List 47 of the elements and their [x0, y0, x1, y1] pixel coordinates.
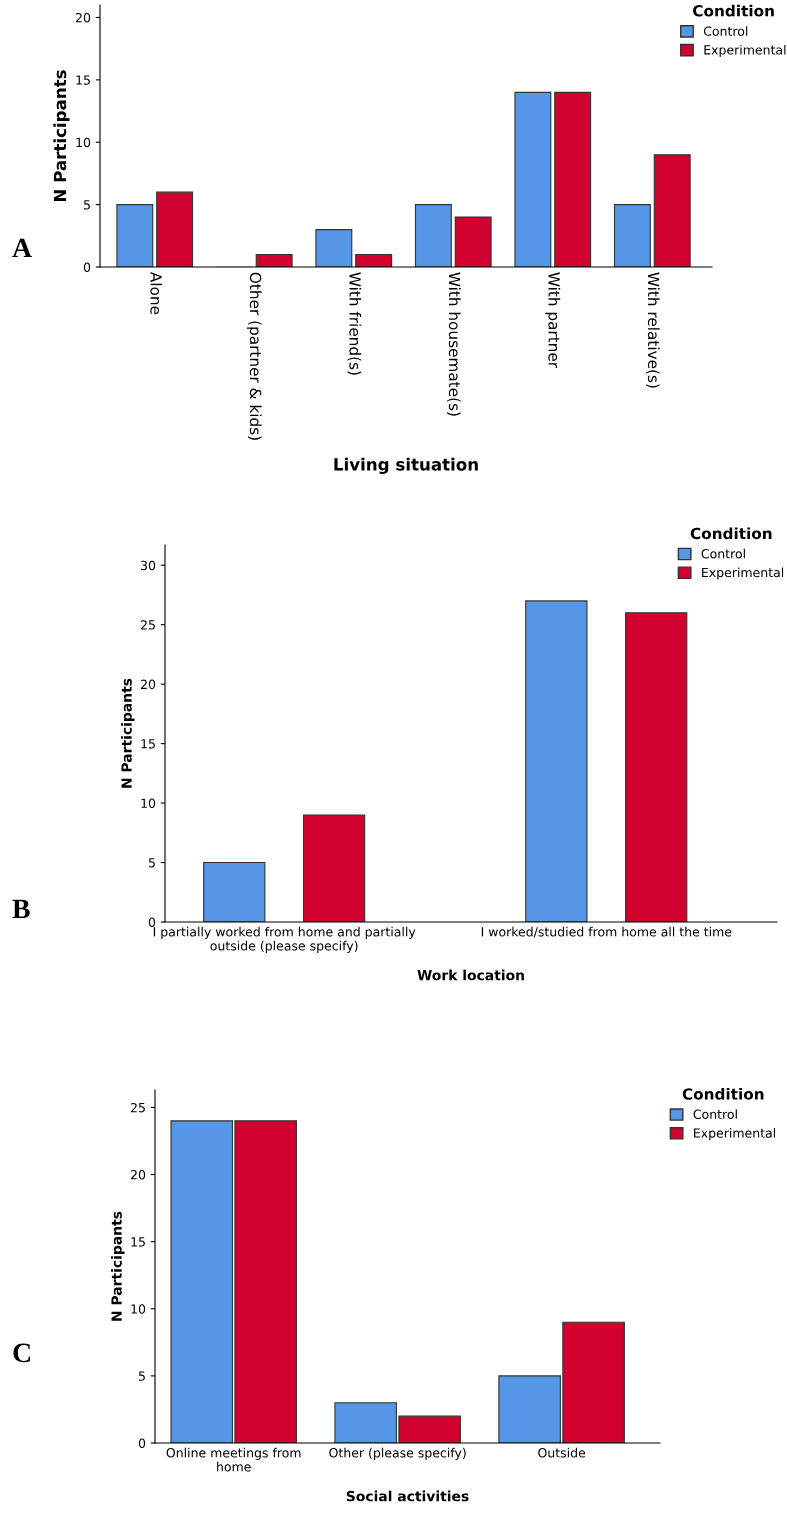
x-tick-label: Outside: [538, 1447, 586, 1458]
x-tick-label: Alone: [150, 271, 163, 315]
y-tick-label: 0: [83, 262, 91, 272]
y-tick-label: 10: [76, 137, 91, 148]
x-tick-label: With relative(s): [646, 272, 660, 388]
x-tick-label: Other (partner & kids): [246, 272, 262, 440]
y-tick-label: 10: [131, 1304, 146, 1314]
text: C: [13, 1343, 30, 1363]
legend-label: Experimental: [694, 1128, 776, 1141]
legend-title: Condition: [682, 1087, 764, 1100]
x-tick-label: With partner: [545, 272, 561, 369]
y-tick-label: 0: [148, 917, 156, 927]
x-tick-label: I partially worked from home and partially outside (please specify): [153, 926, 416, 953]
y-tick-label: 5: [148, 858, 155, 868]
y-tick-label: 25: [130, 1102, 145, 1113]
legend-label: Experimental: [702, 567, 784, 580]
legend-label: Control: [693, 1109, 737, 1120]
y-axis-title: N Participants: [53, 70, 70, 202]
legend-title: Condition: [690, 527, 772, 540]
x-tick-label: With housemate(s): [447, 272, 461, 416]
legend-label: Experimental: [704, 44, 786, 57]
y-tick-label: 5: [138, 1371, 145, 1381]
x-axis-title: Work location: [417, 969, 524, 981]
x-axis-title: Social activities: [346, 1490, 469, 1502]
text: A: [12, 238, 32, 257]
y-axis-title: N Participants: [111, 1211, 125, 1321]
y-tick-label: 20: [130, 1170, 146, 1180]
y-tick-label: 15: [131, 1237, 145, 1247]
legend-label: Control: [701, 548, 745, 559]
text: B: [12, 899, 30, 919]
y-axis-title: N Participants: [121, 678, 135, 788]
y-tick-label: 5: [83, 200, 90, 210]
legend-title: Condition: [693, 4, 774, 17]
y-tick-label: 25: [140, 620, 155, 630]
x-tick-label: I worked/studied from home all the time: [481, 926, 732, 938]
y-tick-label: 15: [141, 739, 155, 749]
y-tick-label: 10: [141, 798, 156, 808]
y-tick-label: 15: [76, 75, 90, 85]
x-tick-label: Other (please specify): [329, 1447, 466, 1460]
x-tick-label: With friend(s): [347, 272, 362, 375]
y-tick-label: 0: [138, 1438, 146, 1448]
y-tick-label: 20: [75, 12, 91, 23]
x-axis-title: Living situation: [334, 457, 478, 475]
y-tick-label: 30: [141, 560, 156, 571]
legend-label: Control: [703, 26, 748, 36]
y-tick-label: 20: [140, 679, 156, 690]
x-tick-label: Online meetings from home: [166, 1447, 301, 1472]
